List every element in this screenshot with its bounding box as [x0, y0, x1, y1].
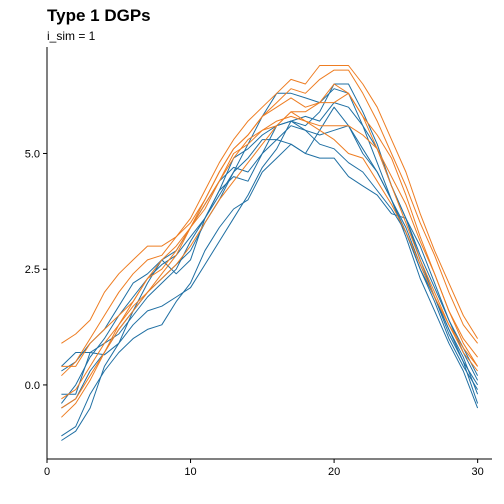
- y-tick-label: 2.5: [25, 264, 40, 276]
- series-line-orange-10: [61, 92, 479, 409]
- series-line-orange-9: [61, 65, 479, 377]
- chart-subtitle: i_sim = 1: [47, 29, 96, 43]
- series-line-orange-12: [61, 115, 478, 367]
- x-axis-ticks: 0 10 20 30: [44, 459, 484, 478]
- series-line-blue-6: [61, 102, 479, 441]
- y-tick-label: 0.0: [25, 380, 40, 392]
- x-tick-label: 0: [44, 466, 50, 478]
- y-axis-ticks: 0.0 2.5 5.0: [25, 148, 47, 392]
- series-line-blue-4: [61, 106, 479, 437]
- series-line-orange-8: [61, 69, 478, 344]
- series-line-orange-11: [61, 111, 478, 418]
- x-tick-label: 10: [184, 466, 196, 478]
- series-line-orange-13: [61, 83, 478, 400]
- x-tick-label: 20: [328, 466, 340, 478]
- series-line-blue-1: [61, 120, 479, 395]
- series-line-blue-2: [61, 139, 479, 376]
- x-tick-label: 30: [472, 466, 484, 478]
- series-line-blue-7: [61, 83, 479, 404]
- series-layer: [61, 65, 479, 441]
- y-tick-label: 5.0: [25, 148, 40, 160]
- series-line-blue-3: [61, 88, 479, 409]
- chart-title: Type 1 DGPs: [47, 6, 151, 25]
